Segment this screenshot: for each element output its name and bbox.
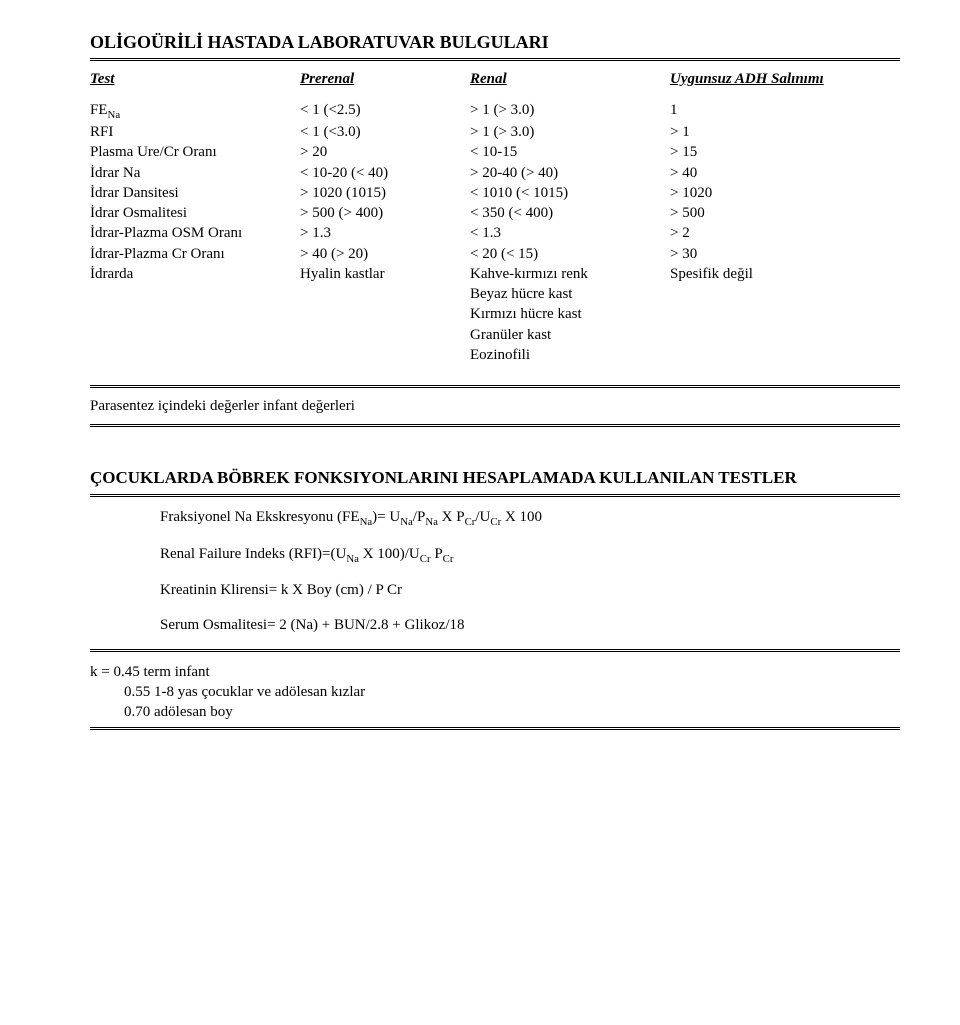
table-row: Plasma Ure/Cr Oranı> 20< 10-15> 15 [90,142,900,162]
cell-prerenal [300,304,470,324]
cell-test [90,325,300,345]
rule-bot2 [90,727,900,730]
formula-osm: Serum Osmalitesi= 2 (Na) + BUN/2.8 + Gli… [160,615,900,635]
cell-adh: > 1020 [670,183,900,203]
cell-test: İdrar Osmalitesi [90,203,300,223]
cell-renal: < 20 (< 15) [470,244,670,264]
formula-rfi: Renal Failure Indeks (RFI)=(UNa X 100)/U… [160,544,900,567]
cell-renal: Eozinofili [470,345,670,365]
cell-test: İdrar Na [90,163,300,183]
cell-renal: < 10-15 [470,142,670,162]
cell-prerenal: > 1020 (1015) [300,183,470,203]
table-row: Beyaz hücre kast [90,284,900,304]
table-header-row: Test Prerenal Renal Uygunsuz ADH Salınım… [90,69,900,89]
cell-test: RFI [90,122,300,142]
table-row: İdrar Dansitesi> 1020 (1015)< 1010 (< 10… [90,183,900,203]
cell-test: İdrarda [90,264,300,284]
header-adh: Uygunsuz ADH Salınımı [670,71,824,87]
cell-adh: > 1 [670,122,900,142]
cell-prerenal [300,284,470,304]
rule-sec2 [90,494,900,497]
cell-adh: > 30 [670,244,900,264]
table-row: İdrar-Plazma Cr Oranı> 40 (> 20)< 20 (< … [90,244,900,264]
parenthesis-note: Parasentez içindeki değerler infant değe… [90,396,900,416]
table-row: FENa< 1 (<2.5)> 1 (> 3.0)1 [90,100,900,123]
cell-adh: > 500 [670,203,900,223]
cell-prerenal: < 10-20 (< 40) [300,163,470,183]
cell-renal: Kahve-kırmızı renk [470,264,670,284]
cell-prerenal: < 1 (<2.5) [300,100,470,123]
table-row: İdrardaHyalin kastlarKahve-kırmızı renkS… [90,264,900,284]
cell-adh [670,345,900,365]
cell-adh: > 15 [670,142,900,162]
formula-fena: Fraksiyonel Na Ekskresyonu (FENa)= UNa/P… [160,507,900,530]
cell-adh [670,304,900,324]
table-row: İdrar Na< 10-20 (< 40)> 20-40 (> 40)> 40 [90,163,900,183]
cell-test: İdrar Dansitesi [90,183,300,203]
rule-mid2 [90,424,900,427]
cell-test [90,345,300,365]
cell-prerenal: Hyalin kastlar [300,264,470,284]
cell-prerenal: < 1 (<3.0) [300,122,470,142]
cell-renal: > 1 (> 3.0) [470,100,670,123]
cell-test: İdrar-Plazma Cr Oranı [90,244,300,264]
k-values-block: k = 0.45 term infant 0.55 1-8 yas çocukl… [90,662,900,723]
cell-test [90,304,300,324]
cell-test: İdrar-Plazma OSM Oranı [90,223,300,243]
header-renal: Renal [470,71,507,87]
cell-renal: > 1 (> 3.0) [470,122,670,142]
cell-adh [670,325,900,345]
cell-test: FENa [90,100,300,123]
cell-prerenal: > 1.3 [300,223,470,243]
table-row: Eozinofili [90,345,900,365]
cell-adh: > 40 [670,163,900,183]
cell-prerenal: > 40 (> 20) [300,244,470,264]
cell-renal: < 350 (< 400) [470,203,670,223]
cell-renal: Kırmızı hücre kast [470,304,670,324]
rule-bot1 [90,649,900,652]
cell-prerenal: > 20 [300,142,470,162]
cell-renal: > 20-40 (> 40) [470,163,670,183]
cell-adh: 1 [670,100,900,123]
page-title: OLİGOÜRİLİ HASTADA LABORATUVAR BULGULARI [90,30,900,54]
rule-top [90,58,900,61]
table-row: RFI< 1 (<3.0)> 1 (> 3.0)> 1 [90,122,900,142]
table-row: İdrar Osmalitesi> 500 (> 400)< 350 (< 40… [90,203,900,223]
rule-mid1 [90,385,900,388]
cell-prerenal [300,325,470,345]
table-row: Granüler kast [90,325,900,345]
section2-title: ÇOCUKLARDA BÖBREK FONKSIYONLARINI HESAPL… [90,467,900,490]
cell-prerenal: > 500 (> 400) [300,203,470,223]
header-prerenal: Prerenal [300,71,354,87]
cell-renal: Beyaz hücre kast [470,284,670,304]
cell-adh: > 2 [670,223,900,243]
header-test: Test [90,71,114,87]
cell-adh [670,284,900,304]
cell-test: Plasma Ure/Cr Oranı [90,142,300,162]
cell-renal: < 1.3 [470,223,670,243]
cell-test [90,284,300,304]
cell-prerenal [300,345,470,365]
table-row: İdrar-Plazma OSM Oranı> 1.3< 1.3> 2 [90,223,900,243]
k-line-2: 0.55 1-8 yas çocuklar ve adölesan kızlar [90,682,900,702]
cell-adh: Spesifik değil [670,264,900,284]
cell-renal: < 1010 (< 1015) [470,183,670,203]
k-line-1: k = 0.45 term infant [90,662,900,682]
table-row: Kırmızı hücre kast [90,304,900,324]
formula-kcl: Kreatinin Klirensi= k X Boy (cm) / P Cr [160,580,900,600]
cell-renal: Granüler kast [470,325,670,345]
formulas-block: Fraksiyonel Na Ekskresyonu (FENa)= UNa/P… [90,507,900,635]
k-line-3: 0.70 adölesan boy [90,702,900,722]
table-body: FENa< 1 (<2.5)> 1 (> 3.0)1RFI< 1 (<3.0)>… [90,100,900,366]
